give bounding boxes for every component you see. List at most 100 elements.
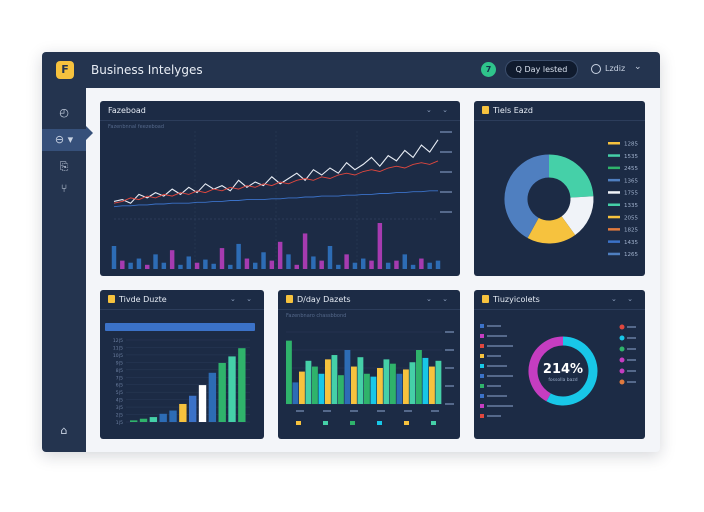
data-bar (409, 362, 416, 404)
y-tick-label: 3|5 (116, 405, 123, 411)
status-indicator-icon[interactable]: 7 (481, 62, 496, 77)
volume-bar (435, 260, 441, 269)
legend-value: 1265 (624, 252, 638, 258)
data-bar (228, 356, 236, 422)
panel-icon (482, 295, 489, 303)
legend-swatch (608, 252, 620, 256)
donut-chart: 1285 1535 2455 1365 1755 1335 2055 1825 1435 1265 (504, 142, 638, 258)
y-tick-label: 8|5 (116, 368, 123, 374)
data-bar (325, 359, 331, 404)
donut-chart-panel: Tiels Eazd 1285 1535 2455 1365 1755 1335 2055 1… (474, 101, 645, 276)
volume-bar (244, 258, 250, 269)
legend-swatch (608, 203, 620, 206)
volume-bar (319, 260, 324, 269)
data-bar (318, 373, 325, 404)
sidebar-item-filters[interactable]: ⑂ (60, 182, 68, 195)
data-bar (357, 357, 364, 404)
data-bar (331, 355, 338, 404)
legend-label-line (487, 345, 513, 347)
volume-bar (394, 260, 399, 269)
legend-swatch (480, 394, 484, 398)
bar-chart-panel: Tivde Duzte ⌄ ⌄ 12|5 11|5 10|5 9|5 8|5 7|5 6|5… (100, 290, 264, 439)
ring-segment (546, 336, 598, 406)
data-bar (383, 359, 390, 404)
legend-swatch (350, 421, 355, 425)
progress-bar (105, 323, 255, 331)
legend-swatch (608, 142, 620, 145)
legend-swatch (608, 240, 620, 243)
legend-label-line (627, 370, 636, 372)
top-bar: F Business Intelyges 7 Q Day lested Lzdi… (42, 52, 660, 88)
panel-controls[interactable]: ⌄ ⌄ (426, 106, 452, 114)
panel-controls[interactable]: ⌄ ⌄ (230, 295, 256, 303)
data-bar (218, 362, 226, 422)
y-tick-mark (440, 151, 452, 153)
sidebar-item-dashboard[interactable]: ◴ (59, 106, 69, 119)
legend-swatch (431, 421, 436, 425)
legend-value: 1755 (624, 191, 638, 197)
volume-bar (120, 260, 125, 269)
data-bar (312, 366, 318, 404)
data-bar (429, 366, 435, 404)
data-bar (370, 376, 377, 404)
y-tick-mark (440, 131, 452, 133)
panel-controls[interactable]: ⌄ ⌄ (426, 295, 452, 303)
volume-bar (369, 260, 374, 269)
legend-label-line (627, 381, 636, 383)
sidebar: ◴ ⊖ ▾ ⎘ ⑂ ⌂ (42, 88, 86, 452)
y-tick-mark (445, 367, 454, 369)
data-bar (299, 371, 305, 404)
chevron-down-icon[interactable]: ⌄ (634, 62, 642, 72)
sidebar-item-analytics[interactable]: ⊖ ▾ (42, 129, 86, 151)
volume-bar (294, 264, 299, 269)
x-tick-mark (377, 410, 385, 412)
mixed-panel-subtitle: Fazenbnaro chassbbond (286, 313, 347, 319)
legend-value: 2455 (624, 166, 638, 172)
volume-bar (128, 262, 133, 269)
volume-bar (385, 262, 391, 269)
date-range-button[interactable]: Q Day lested (505, 60, 578, 79)
legend-swatch (480, 374, 484, 378)
y-tick-label: 4|5 (116, 398, 123, 404)
volume-bar (352, 262, 358, 269)
data-bar (238, 348, 246, 422)
data-bar (179, 403, 187, 422)
volume-bar (344, 254, 349, 269)
legend-swatch (480, 354, 484, 358)
legend-value: 2055 (624, 215, 638, 221)
volume-bar (410, 264, 416, 269)
data-bar (208, 372, 217, 422)
legend-dot (619, 368, 625, 374)
data-bar (286, 340, 292, 404)
ring-center-subtitle: fossolla bazd (548, 377, 577, 383)
y-tick-mark (445, 385, 454, 387)
y-tick-label: 12|5 (113, 338, 123, 344)
legend-swatch (608, 191, 620, 194)
ascending-bar-chart: 12|511|5 10|59|5 8|57|5 6|55|5 4|53|5 2|51|5 (105, 323, 255, 426)
legend-value: 1335 (624, 203, 638, 209)
user-icon[interactable] (591, 64, 601, 74)
legend-dot (619, 379, 625, 385)
sidebar-item-reports[interactable]: ⎘ (59, 160, 69, 173)
legend-label-line (627, 337, 636, 339)
legend-swatch (480, 414, 484, 418)
volume-bar (194, 262, 200, 269)
legend-value: 1365 (624, 178, 638, 184)
volume-bar (186, 256, 191, 269)
y-tick-label: 9|5 (116, 360, 123, 366)
data-bar (139, 418, 148, 422)
volume-bar (203, 259, 208, 269)
volume-bar (219, 248, 225, 269)
user-label[interactable]: Lzdiz (605, 64, 626, 73)
sidebar-item-home[interactable]: ⌂ (60, 424, 68, 437)
legend-swatch (608, 154, 620, 157)
volume-bar (427, 262, 432, 269)
legend-label-line (487, 325, 501, 327)
volume-bar (277, 241, 283, 269)
data-bar (422, 357, 429, 404)
legend-label-line (487, 355, 501, 357)
volume-bar (236, 243, 241, 269)
main-chart-panel: Fazeboad ⌄ ⌄ Fazenbnnal feezeboad (100, 101, 460, 276)
panel-controls[interactable]: ⌄ ⌄ (611, 295, 637, 303)
colored-bar-chart (286, 331, 454, 425)
